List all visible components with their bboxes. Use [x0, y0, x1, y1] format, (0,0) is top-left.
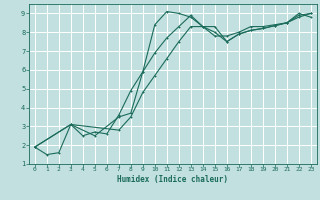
X-axis label: Humidex (Indice chaleur): Humidex (Indice chaleur) — [117, 175, 228, 184]
